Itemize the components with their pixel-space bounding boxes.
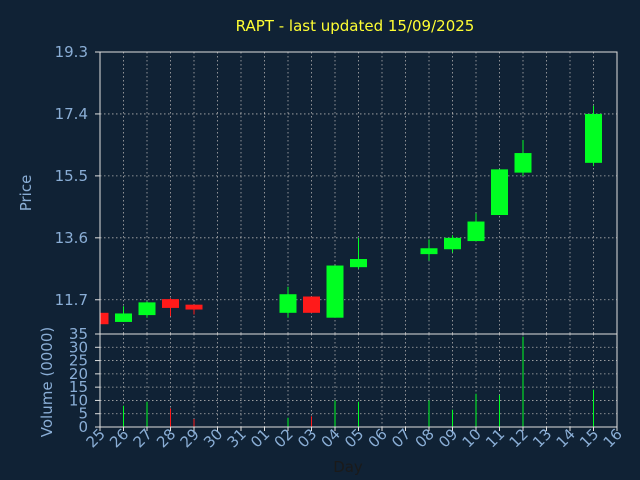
volume-tick-label: 35 — [69, 325, 88, 343]
x-tick-label: 09 — [435, 425, 461, 451]
volume-tick-label: 15 — [69, 378, 88, 396]
volume-tick-label: 5 — [78, 405, 88, 423]
x-tick-label: 05 — [341, 425, 367, 451]
x-tick-label: 14 — [553, 425, 579, 451]
chart-title: RAPT - last updated 15/09/2025 — [236, 17, 475, 35]
candle-body — [279, 294, 297, 313]
x-tick-label: 27 — [130, 425, 156, 451]
x-tick-label: 04 — [318, 425, 344, 451]
price-axis-label: Price — [17, 175, 35, 212]
volume-axis-label: Volume (0000) — [38, 327, 56, 437]
candle-body — [115, 313, 132, 322]
candle-body — [585, 113, 602, 163]
x-tick-label: 11 — [482, 425, 508, 451]
x-tick-label: 29 — [177, 425, 203, 451]
candle-body — [100, 312, 109, 325]
price-tick-label: 13.6 — [55, 229, 88, 247]
x-tick-label: 07 — [388, 425, 414, 451]
candle-body — [467, 221, 485, 242]
x-tick-label: 26 — [106, 425, 132, 451]
volume-tick-label: 10 — [69, 391, 88, 409]
candle-body — [491, 169, 508, 216]
volume-bars — [123, 336, 594, 427]
x-tick-label: 30 — [200, 425, 226, 451]
volume-tick-label: 20 — [69, 365, 88, 383]
price-grid — [99, 51, 618, 334]
price-panel: 19.3 17.4 15.5 13.6 11.7 — [55, 43, 618, 335]
x-axis-ticks: 2526272829303101020304050607080910111213… — [83, 425, 626, 451]
candle-body — [326, 265, 344, 318]
candle-body — [444, 237, 461, 250]
candle-body — [303, 296, 320, 313]
x-tick-label: 13 — [529, 425, 555, 451]
x-tick-label: 03 — [294, 425, 320, 451]
candle-body — [162, 299, 179, 308]
candle-body — [185, 304, 203, 310]
x-tick-label: 12 — [506, 425, 532, 451]
price-tick-label: 17.4 — [55, 105, 88, 123]
x-axis-label: Day — [333, 458, 363, 476]
price-tick-label: 19.3 — [55, 43, 88, 61]
volume-tick-label: 30 — [69, 338, 88, 356]
candle-body — [514, 153, 532, 173]
x-tick-label: 06 — [365, 425, 391, 451]
candle-body — [138, 302, 156, 316]
candles — [100, 105, 602, 325]
x-tick-label: 10 — [459, 425, 485, 451]
x-tick-label: 01 — [247, 425, 273, 451]
price-tick-label: 15.5 — [55, 167, 88, 185]
candle-body — [350, 259, 367, 268]
x-tick-label: 08 — [412, 425, 438, 451]
price-y-ticks: 19.3 17.4 15.5 13.6 11.7 — [55, 43, 100, 309]
x-tick-label: 31 — [224, 425, 250, 451]
price-tick-label: 11.7 — [55, 291, 88, 309]
volume-tick-label: 0 — [78, 418, 88, 436]
x-tick-label: 16 — [600, 425, 626, 451]
candle-body — [420, 248, 438, 255]
x-tick-label: 15 — [576, 425, 602, 451]
x-tick-label: 28 — [153, 425, 179, 451]
x-tick-label: 02 — [271, 425, 297, 451]
volume-tick-label: 25 — [69, 352, 88, 370]
